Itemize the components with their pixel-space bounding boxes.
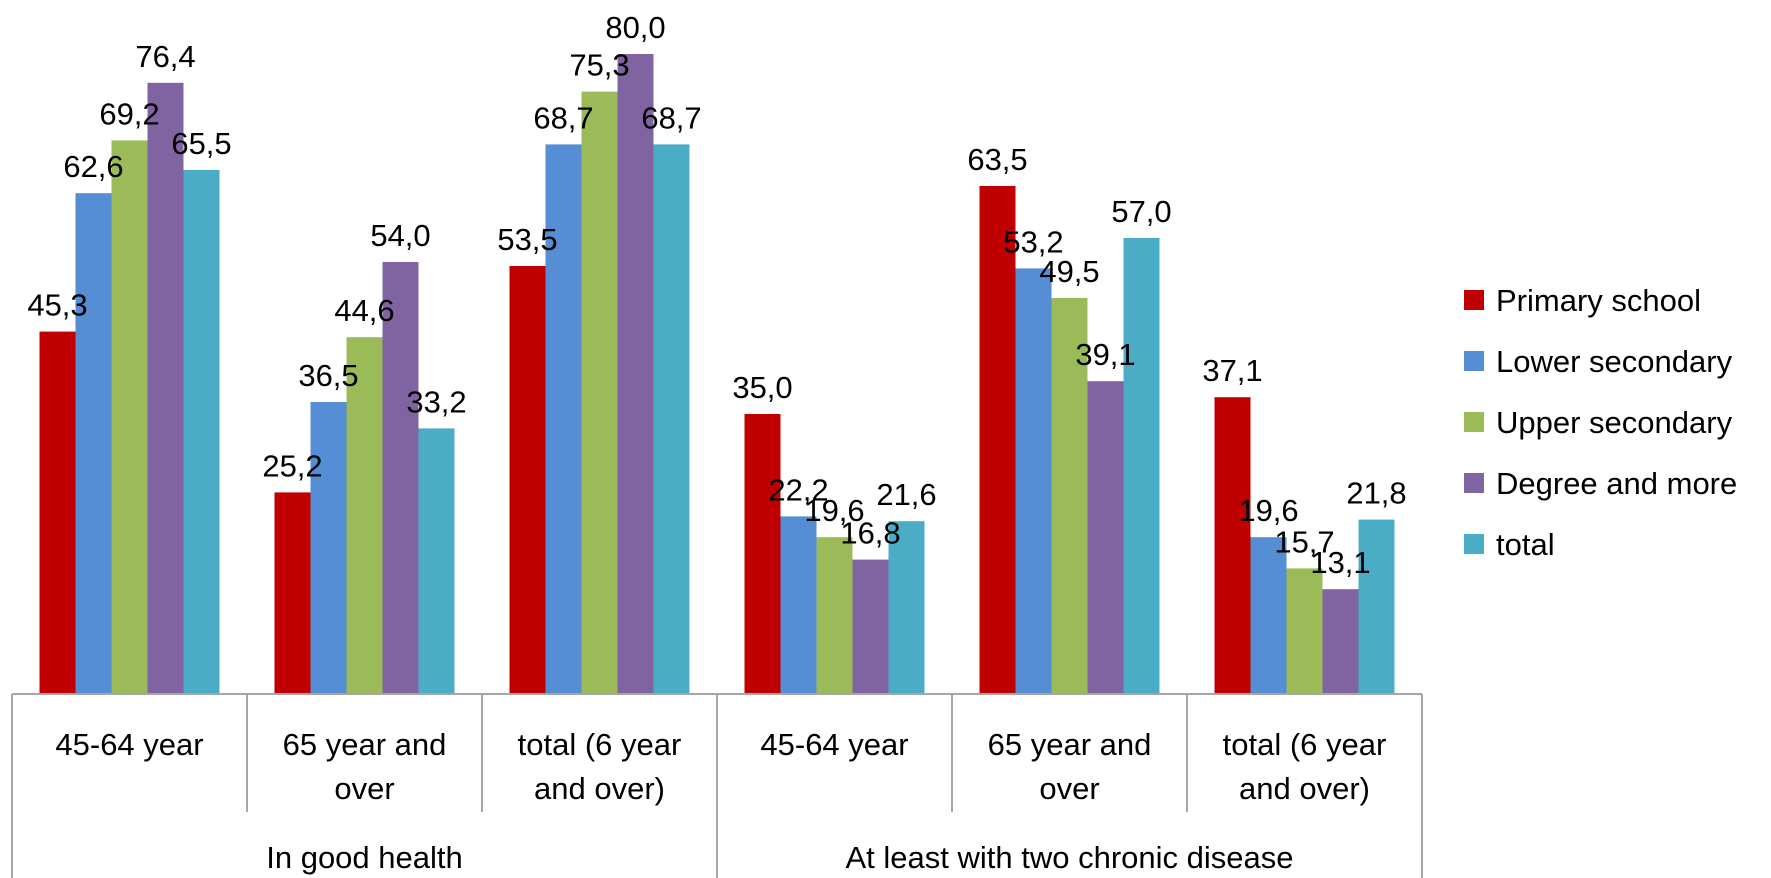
category-label: 65 year and: [283, 727, 447, 762]
bar-2-total: [418, 428, 455, 694]
bar-5-total: [1123, 238, 1160, 694]
bar-1-degree-and-more: [147, 82, 184, 695]
bar-1-primary-school: [39, 331, 76, 694]
data-label: 39,1: [1075, 337, 1135, 372]
data-label: 76,4: [135, 39, 195, 74]
category-axis: 45-64 year 65 year and over total (6 year an…: [11, 693, 1423, 878]
legend-swatch: [1464, 351, 1484, 371]
bar-6-total: [1358, 519, 1395, 694]
data-label: 53,2: [1003, 224, 1063, 259]
legend-label: Lower secondary: [1496, 344, 1733, 379]
legend-label: Primary school: [1496, 283, 1701, 318]
data-label: 49,5: [1039, 254, 1099, 289]
data-label: 35,0: [732, 370, 792, 405]
bar-1-lower-secondary: [75, 193, 112, 694]
bar-1-total: [183, 170, 220, 694]
category-label: 45-64 year: [55, 727, 203, 762]
category-label: total (6 year: [1223, 727, 1387, 762]
data-label: 13,1: [1310, 545, 1370, 580]
bar-4-degree-and-more: [852, 559, 889, 694]
legend-swatch: [1464, 290, 1484, 310]
bar-5-lower-secondary: [1015, 268, 1052, 694]
bar-4-upper-secondary: [816, 537, 853, 694]
data-label: 21,6: [876, 477, 936, 512]
category-label: over: [334, 771, 394, 806]
bar-6-degree-and-more: [1322, 589, 1359, 694]
bar-5-upper-secondary: [1051, 298, 1088, 694]
data-labels-layer: 45,3 62,6 69,2 76,4 65,5 25,2 36,5 44,6 54,0 33,2…: [27, 10, 1406, 580]
legend-label: total: [1496, 527, 1555, 562]
bar-6-primary-school: [1214, 397, 1251, 694]
bar-3-total: [653, 144, 690, 694]
data-label: 68,7: [533, 100, 593, 135]
bar-1-upper-secondary: [111, 140, 148, 694]
bar-3-degree-and-more: [617, 54, 654, 694]
bar-2-primary-school: [274, 492, 311, 694]
data-label: 62,6: [63, 149, 123, 184]
category-label: over: [1039, 771, 1099, 806]
data-label: 80,0: [605, 10, 665, 45]
data-label: 57,0: [1111, 194, 1171, 229]
bar-4-lower-secondary: [780, 516, 817, 694]
bar-3-lower-secondary: [545, 144, 582, 694]
category-label: 45-64 year: [760, 727, 908, 762]
bar-6-lower-secondary: [1250, 537, 1287, 694]
legend-label: Degree and more: [1496, 466, 1737, 501]
data-label: 33,2: [406, 384, 466, 419]
bar-2-degree-and-more: [382, 262, 419, 694]
data-label: 45,3: [27, 288, 87, 323]
legend-swatch: [1464, 473, 1484, 493]
data-label: 16,8: [840, 516, 900, 551]
data-label: 54,0: [370, 218, 430, 253]
data-label: 75,3: [569, 48, 629, 83]
data-label: 15,7: [1274, 524, 1334, 559]
category-label: total (6 year: [518, 727, 682, 762]
data-label: 69,2: [99, 96, 159, 131]
bar-3-primary-school: [509, 266, 546, 694]
bar-4-primary-school: [744, 414, 781, 694]
bar-4-total: [888, 521, 925, 694]
legend: Primary school Lower secondary Upper secon…: [1464, 283, 1737, 562]
data-label: 65,5: [171, 126, 231, 161]
data-label: 21,8: [1346, 476, 1406, 511]
bar-5-primary-school: [979, 186, 1016, 694]
bar-3-upper-secondary: [581, 91, 618, 695]
bar-2-lower-secondary: [310, 402, 347, 694]
legend-swatch: [1464, 412, 1484, 432]
data-label: 19,6: [804, 493, 864, 528]
data-label: 37,1: [1202, 353, 1262, 388]
category-label: and over): [534, 771, 665, 806]
bars-layer: [39, 54, 1395, 695]
data-label: 63,5: [967, 142, 1027, 177]
data-label: 25,2: [262, 448, 322, 483]
bar-6-upper-secondary: [1286, 568, 1323, 694]
category-label: and over): [1239, 771, 1370, 806]
category-label: 65 year and: [988, 727, 1152, 762]
data-label: 44,6: [334, 293, 394, 328]
group-label: At least with two chronic disease: [846, 840, 1294, 875]
data-label: 68,7: [641, 100, 701, 135]
legend-swatch: [1464, 534, 1484, 554]
bar-2-upper-secondary: [346, 337, 383, 694]
bar-5-degree-and-more: [1087, 381, 1124, 694]
data-label: 36,5: [298, 358, 358, 393]
data-label: 19,6: [1238, 493, 1298, 528]
legend-label: Upper secondary: [1496, 405, 1733, 440]
data-label: 53,5: [497, 222, 557, 257]
data-label: 22,2: [768, 472, 828, 507]
group-label: In good health: [266, 840, 463, 875]
